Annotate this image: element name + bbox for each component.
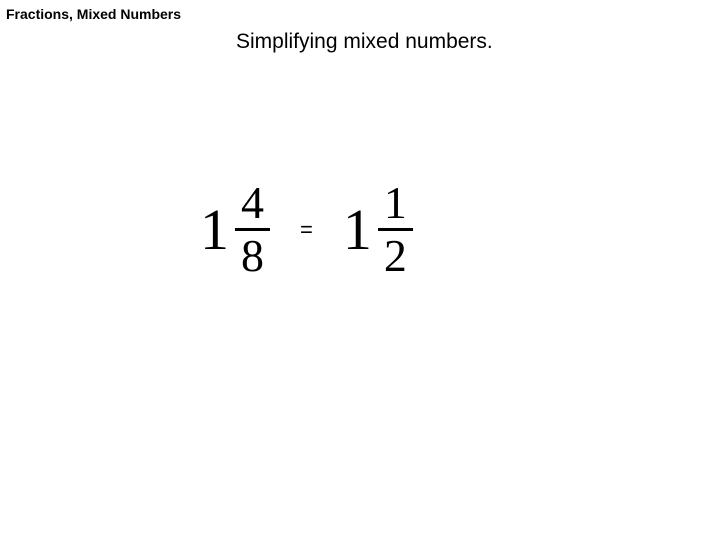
- equals-sign: =: [300, 217, 313, 243]
- denominator: 2: [378, 233, 413, 279]
- topic-heading: Fractions, Mixed Numbers: [6, 6, 181, 22]
- mixed-number-right: 1 1 2: [343, 180, 413, 279]
- whole-part: 1: [343, 201, 372, 259]
- subtitle: Simplifying mixed numbers.: [236, 30, 493, 54]
- fraction-part: 4 8: [235, 180, 270, 279]
- equation: 1 4 8 = 1 1 2: [200, 180, 413, 279]
- mixed-number-left: 1 4 8: [200, 180, 270, 279]
- numerator: 4: [235, 180, 270, 226]
- whole-part: 1: [200, 201, 229, 259]
- numerator: 1: [378, 180, 413, 226]
- denominator: 8: [235, 233, 270, 279]
- slide: Fractions, Mixed Numbers Simplifying mix…: [0, 0, 720, 540]
- fraction-part: 1 2: [378, 180, 413, 279]
